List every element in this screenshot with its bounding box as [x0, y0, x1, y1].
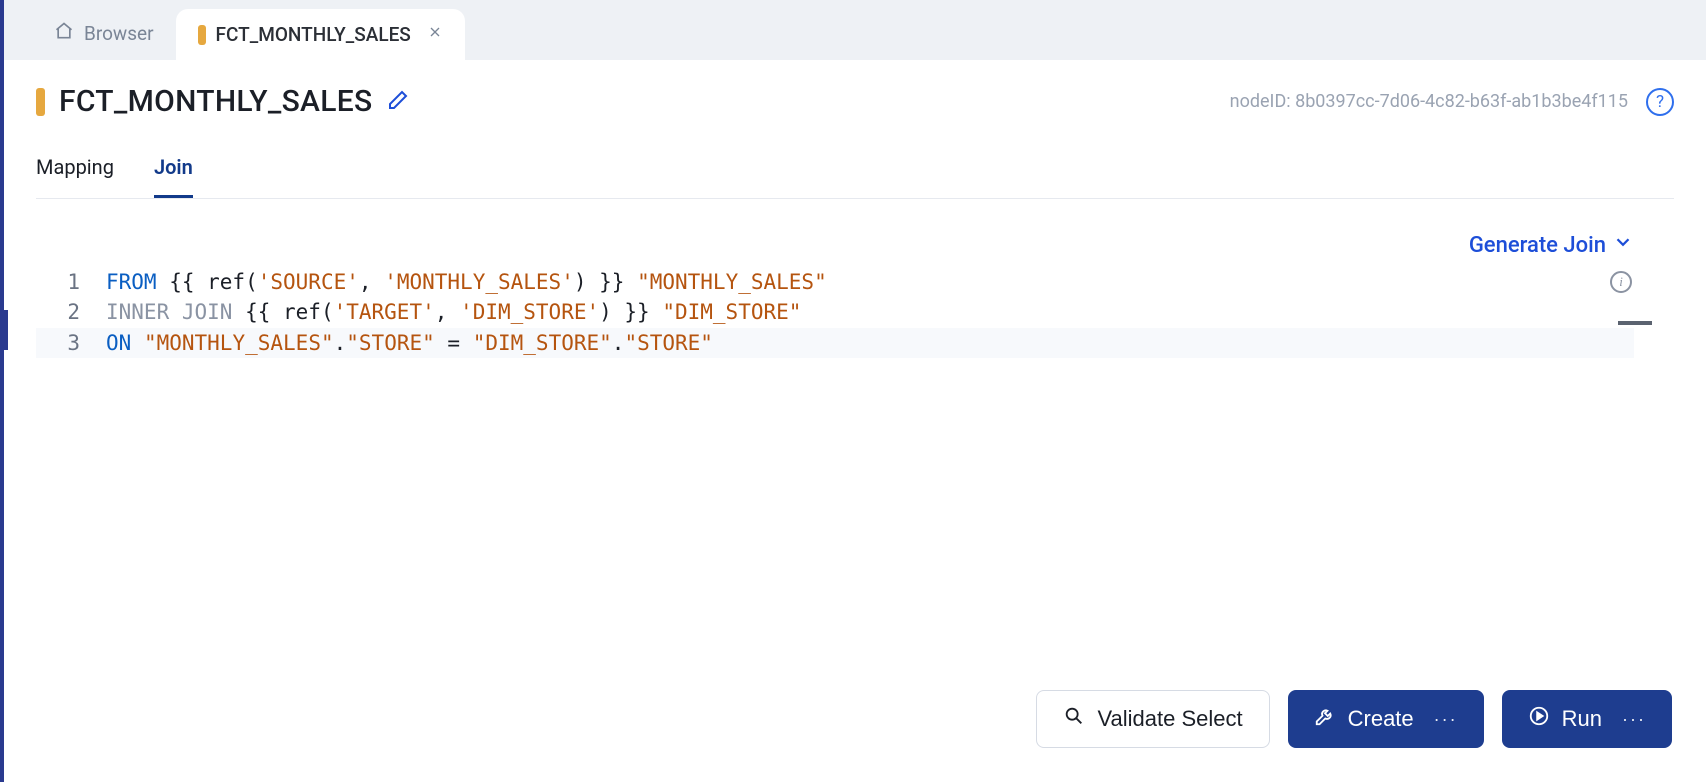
- create-button[interactable]: Create ···: [1288, 690, 1484, 748]
- play-icon: [1528, 705, 1550, 733]
- tab-label: FCT_MONTHLY_SALES: [216, 23, 411, 46]
- help-icon[interactable]: ?: [1646, 88, 1674, 116]
- tabs-strip: Browser FCT_MONTHLY_SALES: [4, 0, 1706, 60]
- subtabs: Mapping Join: [36, 155, 1674, 199]
- node-id-label: nodeID: 8b0397cc-7d06-4c82-b63f-ab1b3be4…: [1230, 91, 1628, 112]
- page-title: FCT_MONTHLY_SALES: [59, 84, 372, 119]
- code-content[interactable]: INNER JOIN {{ ref('TARGET', 'DIM_STORE')…: [106, 297, 801, 327]
- tab-fct-monthly-sales[interactable]: FCT_MONTHLY_SALES: [176, 9, 465, 60]
- run-label: Run: [1562, 706, 1602, 732]
- title-row: FCT_MONTHLY_SALES nodeID: 8b0397cc-7d06-…: [36, 84, 1674, 119]
- validate-button[interactable]: Validate Select: [1036, 690, 1269, 748]
- chevron-down-icon: [1612, 231, 1634, 259]
- create-label: Create: [1348, 706, 1414, 732]
- more-icon[interactable]: ···: [1434, 709, 1458, 730]
- subtab-join[interactable]: Join: [154, 155, 193, 198]
- action-bar: Validate Select Create ··· Run ···: [1036, 690, 1672, 748]
- close-icon[interactable]: [427, 24, 443, 45]
- tab-browser[interactable]: Browser: [32, 7, 176, 60]
- code-line[interactable]: 2INNER JOIN {{ ref('TARGET', 'DIM_STORE'…: [36, 297, 1634, 327]
- line-number: 1: [36, 267, 106, 297]
- left-edge-indicator: [4, 310, 8, 350]
- content-panel: FCT_MONTHLY_SALES nodeID: 8b0397cc-7d06-…: [4, 60, 1706, 782]
- code-line[interactable]: 1FROM {{ ref('SOURCE', 'MONTHLY_SALES') …: [36, 267, 1634, 297]
- generate-row: Generate Join: [36, 199, 1674, 267]
- code-content[interactable]: ON "MONTHLY_SALES"."STORE" = "DIM_STORE"…: [106, 328, 713, 358]
- validate-label: Validate Select: [1097, 706, 1242, 732]
- node-type-icon: [36, 88, 45, 116]
- subtab-mapping[interactable]: Mapping: [36, 155, 114, 198]
- code-content[interactable]: FROM {{ ref('SOURCE', 'MONTHLY_SALES') }…: [106, 267, 827, 297]
- node-type-icon: [198, 25, 206, 45]
- title-left: FCT_MONTHLY_SALES: [36, 84, 410, 119]
- tab-label: Browser: [84, 22, 154, 45]
- generate-join-label: Generate Join: [1469, 233, 1606, 258]
- title-right: nodeID: 8b0397cc-7d06-4c82-b63f-ab1b3be4…: [1230, 88, 1674, 116]
- line-number: 3: [36, 328, 106, 358]
- code-line[interactable]: 3ON "MONTHLY_SALES"."STORE" = "DIM_STORE…: [36, 328, 1634, 358]
- generate-join-link[interactable]: Generate Join: [1469, 231, 1634, 259]
- home-icon: [54, 21, 74, 46]
- run-button[interactable]: Run ···: [1502, 690, 1672, 748]
- wrench-icon: [1314, 705, 1336, 733]
- more-icon[interactable]: ···: [1622, 709, 1646, 730]
- line-number: 2: [36, 297, 106, 327]
- edit-icon[interactable]: [386, 88, 410, 116]
- search-icon: [1063, 705, 1085, 733]
- info-icon[interactable]: i: [1610, 271, 1632, 293]
- minimap-indicator: [1618, 321, 1652, 325]
